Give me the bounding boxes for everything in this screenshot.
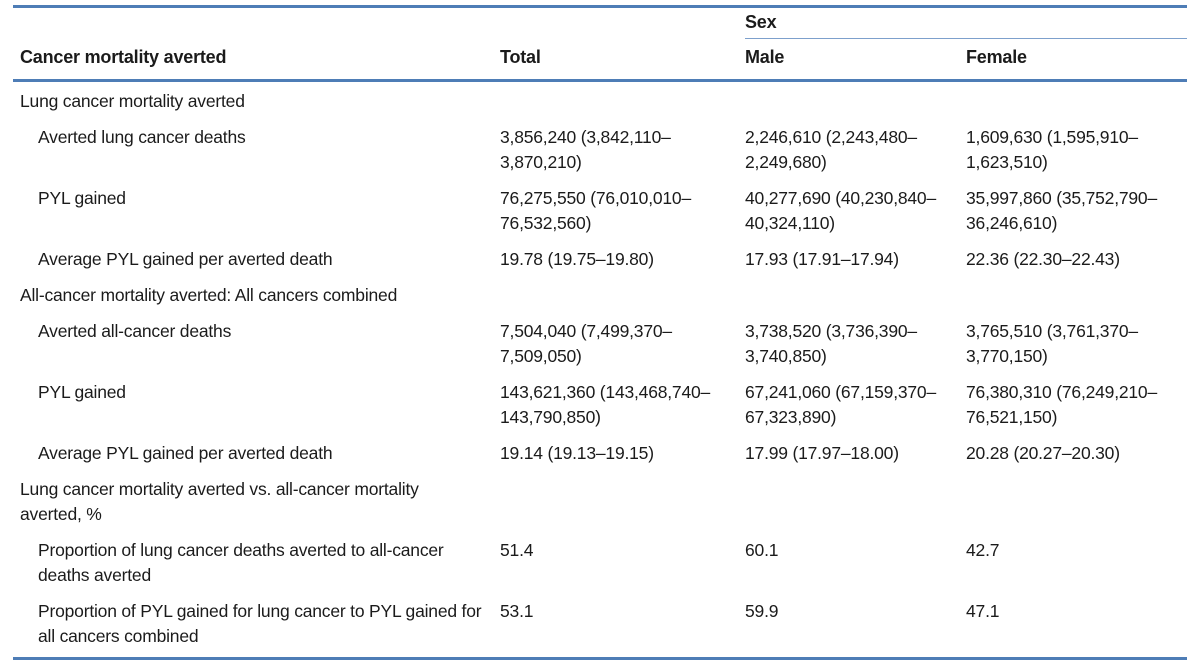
cell-total: 51.4 <box>500 540 534 560</box>
table-row: PYL gained 76,275,550 (76,010,010– 76,53… <box>13 175 1187 236</box>
column-header-male: Male <box>745 38 966 82</box>
row-label: Averted all-cancer deaths <box>38 321 232 341</box>
table-row: PYL gained 143,621,360 (143,468,740– 143… <box>13 369 1187 430</box>
column-header-row: Cancer mortality averted Total Male Fema… <box>13 38 1187 82</box>
cell-female: 47.1 <box>966 601 1000 621</box>
row-label: Average PYL gained per averted death <box>38 443 333 463</box>
cell-female: 20.28 (20.27–20.30) <box>966 443 1120 463</box>
section-label: Lung cancer mortality averted <box>20 91 245 111</box>
cancer-mortality-table: Sex Cancer mortality averted Total Male … <box>13 5 1187 660</box>
cell-female: 42.7 <box>966 540 1000 560</box>
row-label: Average PYL gained per averted death <box>38 249 333 269</box>
row-label: Proportion of lung cancer deaths averted… <box>38 540 444 585</box>
table-body: Lung cancer mortality averted Averted lu… <box>13 81 1187 659</box>
table-row: Averted lung cancer deaths 3,856,240 (3,… <box>13 114 1187 175</box>
cell-male: 40,277,690 (40,230,840– 40,324,110) <box>745 188 936 233</box>
row-label: PYL gained <box>38 382 126 402</box>
table-row: Proportion of PYL gained for lung cancer… <box>13 588 1187 659</box>
table-header: Sex Cancer mortality averted Total Male … <box>13 6 1187 82</box>
row-label: Averted lung cancer deaths <box>38 127 246 147</box>
cell-male: 17.93 (17.91–17.94) <box>745 249 899 269</box>
cell-male: 59.9 <box>745 601 779 621</box>
cell-total: 7,504,040 (7,499,370– 7,509,050) <box>500 321 672 366</box>
column-group-header-sex: Sex <box>745 6 1187 39</box>
table-row: Averted all-cancer deaths 7,504,040 (7,4… <box>13 308 1187 369</box>
table-row: Average PYL gained per averted death 19.… <box>13 236 1187 272</box>
section-row: Lung cancer mortality averted <box>13 81 1187 115</box>
cell-total: 19.14 (19.13–19.15) <box>500 443 654 463</box>
section-label: Lung cancer mortality averted vs. all-ca… <box>20 479 419 524</box>
cell-total: 53.1 <box>500 601 534 621</box>
table-row: Average PYL gained per averted death 19.… <box>13 430 1187 466</box>
cell-male: 17.99 (17.97–18.00) <box>745 443 899 463</box>
cell-female: 3,765,510 (3,761,370– 3,770,150) <box>966 321 1138 366</box>
section-label: All-cancer mortality averted: All cancer… <box>20 285 398 305</box>
cell-total: 76,275,550 (76,010,010– 76,532,560) <box>500 188 691 233</box>
cell-male: 67,241,060 (67,159,370– 67,323,890) <box>745 382 936 427</box>
group-header-spacer <box>13 7 745 39</box>
cell-total: 3,856,240 (3,842,110– 3,870,210) <box>500 127 671 172</box>
cell-female: 1,609,630 (1,595,910– 1,623,510) <box>966 127 1138 172</box>
cell-total: 19.78 (19.75–19.80) <box>500 249 654 269</box>
column-header-stub: Cancer mortality averted <box>13 38 500 82</box>
cell-total: 143,621,360 (143,468,740– 143,790,850) <box>500 382 711 427</box>
results-table: Sex Cancer mortality averted Total Male … <box>13 5 1187 660</box>
section-row: Lung cancer mortality averted vs. all-ca… <box>13 466 1187 527</box>
table-row: Proportion of lung cancer deaths averted… <box>13 527 1187 588</box>
section-row: All-cancer mortality averted: All cancer… <box>13 272 1187 308</box>
row-label: PYL gained <box>38 188 126 208</box>
column-header-female: Female <box>966 38 1187 82</box>
row-label: Proportion of PYL gained for lung cancer… <box>38 601 482 646</box>
cell-female: 76,380,310 (76,249,210– 76,521,150) <box>966 382 1157 427</box>
cell-male: 3,738,520 (3,736,390– 3,740,850) <box>745 321 917 366</box>
column-header-total: Total <box>500 38 745 82</box>
cell-female: 22.36 (22.30–22.43) <box>966 249 1120 269</box>
cell-male: 60.1 <box>745 540 779 560</box>
cell-male: 2,246,610 (2,243,480– 2,249,680) <box>745 127 917 172</box>
cell-female: 35,997,860 (35,752,790– 36,246,610) <box>966 188 1157 233</box>
group-header-row: Sex <box>13 6 1187 39</box>
